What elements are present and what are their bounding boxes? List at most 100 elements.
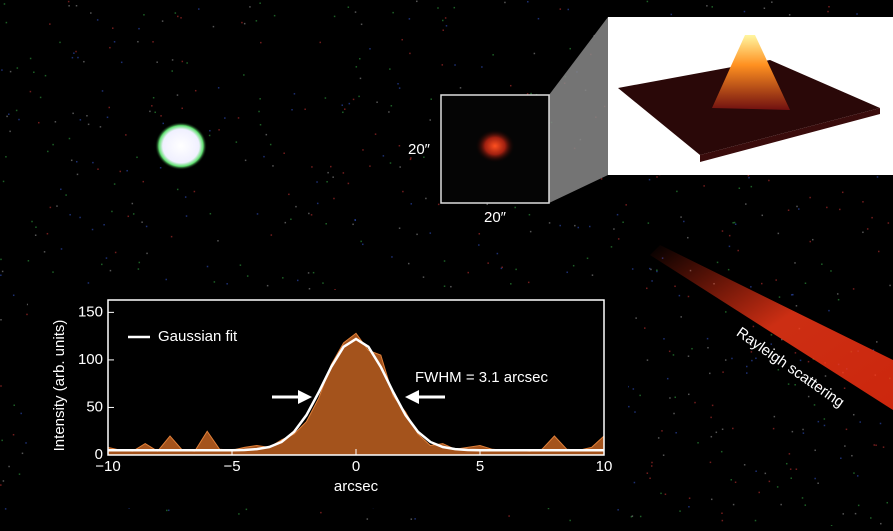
noise-dot bbox=[734, 222, 736, 224]
noise-dot bbox=[288, 194, 290, 196]
noise-dot bbox=[348, 6, 350, 8]
noise-dot bbox=[504, 2, 506, 3]
noise-dot bbox=[175, 12, 177, 14]
noise-dot bbox=[177, 16, 179, 17]
noise-dot bbox=[75, 51, 77, 53]
noise-dot bbox=[671, 14, 673, 16]
noise-dot bbox=[88, 124, 90, 126]
noise-dot bbox=[769, 481, 771, 483]
noise-dot bbox=[862, 201, 864, 203]
noise-dot bbox=[349, 103, 351, 105]
noise-dot bbox=[510, 283, 512, 285]
noise-dot bbox=[107, 117, 109, 119]
noise-dot bbox=[751, 351, 753, 353]
noise-dot bbox=[851, 455, 853, 457]
noise-dot bbox=[790, 468, 792, 470]
noise-dot bbox=[689, 497, 691, 499]
noise-dot bbox=[796, 206, 798, 208]
noise-dot bbox=[22, 453, 24, 455]
noise-dot bbox=[72, 113, 74, 115]
noise-dot bbox=[136, 157, 138, 159]
noise-dot bbox=[514, 207, 516, 209]
noise-dot bbox=[160, 167, 162, 169]
noise-dot bbox=[656, 269, 658, 271]
noise-dot bbox=[40, 97, 42, 99]
noise-dot bbox=[871, 217, 873, 219]
x-tick-label: −5 bbox=[223, 458, 240, 475]
noise-dot bbox=[311, 166, 313, 168]
noise-dot bbox=[92, 162, 94, 164]
noise-dot bbox=[805, 504, 807, 506]
noise-dot bbox=[28, 260, 30, 262]
noise-dot bbox=[399, 87, 401, 89]
noise-dot bbox=[0, 259, 2, 261]
noise-dot bbox=[121, 62, 123, 64]
noise-dot bbox=[326, 181, 328, 183]
x-tick-label: 0 bbox=[352, 458, 360, 475]
noise-dot bbox=[442, 20, 444, 22]
noise-dot bbox=[283, 153, 285, 155]
noise-dot bbox=[649, 478, 651, 480]
noise-dot bbox=[258, 111, 260, 113]
noise-dot bbox=[673, 413, 675, 415]
noise-dot bbox=[534, 53, 536, 55]
noise-dot bbox=[1, 69, 3, 71]
noise-dot bbox=[680, 216, 682, 218]
noise-dot bbox=[61, 248, 63, 250]
noise-dot bbox=[115, 252, 117, 254]
noise-dot bbox=[669, 351, 671, 353]
noise-dot bbox=[10, 71, 12, 73]
noise-dot bbox=[775, 279, 777, 281]
noise-dot bbox=[245, 160, 247, 162]
noise-dot bbox=[722, 230, 724, 232]
noise-dot bbox=[360, 241, 362, 243]
noise-dot bbox=[72, 57, 74, 59]
noise-dot bbox=[709, 373, 711, 375]
noise-dot bbox=[160, 115, 162, 117]
noise-dot bbox=[31, 221, 32, 223]
noise-dot bbox=[777, 486, 779, 488]
noise-dot bbox=[19, 473, 21, 475]
noise-dot bbox=[13, 295, 15, 297]
noise-dot bbox=[106, 257, 108, 259]
noise-dot bbox=[411, 518, 413, 520]
noise-dot bbox=[330, 166, 332, 168]
noise-dot bbox=[875, 445, 877, 447]
noise-dot bbox=[826, 207, 828, 209]
noise-dot bbox=[6, 116, 8, 118]
noise-dot bbox=[710, 417, 712, 419]
noise-dot bbox=[168, 510, 170, 512]
noise-dot bbox=[780, 504, 782, 506]
noise-dot bbox=[846, 429, 848, 431]
noise-dot bbox=[101, 264, 103, 266]
noise-dot bbox=[47, 151, 49, 153]
noise-dot bbox=[748, 177, 750, 179]
noise-dot bbox=[69, 138, 71, 140]
noise-dot bbox=[25, 442, 27, 444]
noise-dot bbox=[238, 117, 240, 119]
noise-dot bbox=[667, 378, 669, 380]
noise-dot bbox=[844, 445, 846, 447]
noise-dot bbox=[632, 268, 634, 270]
noise-dot bbox=[508, 515, 510, 517]
y-axis-label: Intensity (arb. units) bbox=[51, 320, 68, 452]
figure: Rayleigh scattering 20″ 20″ −10−50510050… bbox=[0, 0, 893, 526]
noise-dot bbox=[360, 78, 362, 80]
legend-label: Gaussian fit bbox=[158, 328, 238, 345]
noise-dot bbox=[332, 176, 334, 178]
noise-dot bbox=[688, 506, 690, 508]
noise-dot bbox=[16, 110, 18, 112]
noise-dot bbox=[186, 215, 188, 217]
noise-dot bbox=[120, 171, 122, 173]
noise-dot bbox=[510, 85, 512, 87]
noise-dot bbox=[344, 108, 346, 110]
noise-dot bbox=[843, 513, 845, 515]
noise-dot bbox=[761, 283, 763, 285]
noise-dot bbox=[83, 61, 85, 63]
noise-dot bbox=[55, 121, 57, 123]
noise-dot bbox=[721, 451, 723, 453]
noise-dot bbox=[746, 366, 748, 368]
noise-dot bbox=[316, 181, 318, 183]
noise-dot bbox=[325, 223, 327, 225]
noise-dot bbox=[789, 453, 791, 455]
